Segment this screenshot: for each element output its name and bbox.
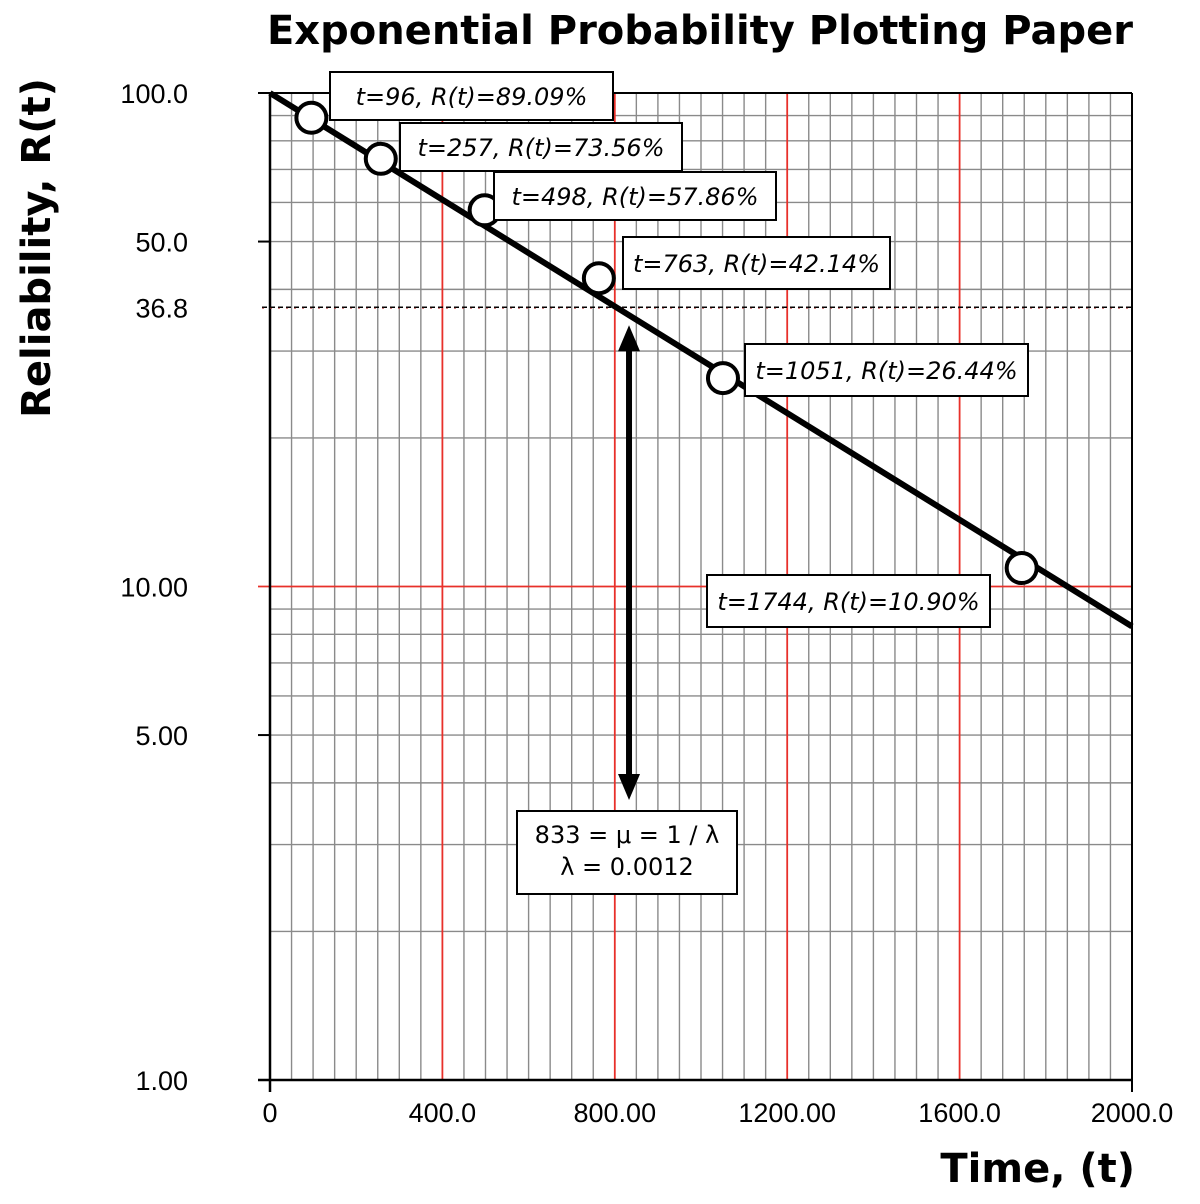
point-label: t=1051, R(t)=26.44% [755, 357, 1017, 385]
point-label: t=763, R(t)=42.14% [633, 250, 880, 278]
data-point [705, 361, 740, 396]
mean-note-line: 833 = μ = 1 / λ [535, 821, 720, 849]
point-label-box [622, 236, 891, 290]
data-point [363, 141, 398, 176]
point-label-box [399, 122, 683, 172]
x-tick-label: 1200.00 [738, 1098, 836, 1128]
data-point [581, 261, 616, 296]
point-label-box [493, 171, 777, 221]
mean-arrow-head-down [618, 774, 641, 800]
data-point [294, 100, 329, 135]
point-label: t=498, R(t)=57.86% [511, 183, 758, 211]
y-tick-label: 1.00 [135, 1066, 188, 1096]
x-tick-label: 800.00 [574, 1098, 657, 1128]
y-tick-label: 10.00 [120, 573, 188, 603]
y-tick-label: 100.0 [120, 79, 188, 109]
mean-arrow-head-up [618, 325, 641, 352]
point-label-box [744, 343, 1029, 397]
y-tick-label: 50.0 [135, 228, 188, 258]
point-label-box [706, 574, 991, 628]
x-tick-label: 0 [262, 1098, 277, 1128]
x-tick-label: 2000.0 [1091, 1098, 1174, 1128]
x-tick-label: 400.0 [409, 1098, 477, 1128]
marks: t=96, R(t)=89.09% t=257, R(t)=73.56% t=498… [262, 71, 1134, 895]
data-point [1004, 551, 1039, 586]
mean-note-line: λ = 0.0012 [560, 853, 694, 881]
axes: 0 400.0 800.00 1200.00 1600.0 2000.0 100.0 50.0… [120, 79, 1173, 1128]
y-tick-label: 5.00 [135, 721, 188, 751]
point-label: t=96, R(t)=89.09% [356, 83, 588, 111]
x-tick-label: 1600.0 [918, 1098, 1001, 1128]
x-axis-title: Time, (t) [940, 1146, 1135, 1192]
y-axis-title: Reliability, R(t) [14, 78, 60, 418]
point-label-box [329, 71, 614, 121]
point-label: t=257, R(t)=73.56% [417, 134, 664, 162]
point-label: t=1744, R(t)=10.90% [717, 588, 979, 616]
fit-line [268, 90, 1134, 629]
y-tick-label: 36.8 [135, 293, 188, 323]
chart-title: Exponential Probability Plotting Paper [267, 8, 1133, 54]
mean-note-box [516, 810, 738, 895]
